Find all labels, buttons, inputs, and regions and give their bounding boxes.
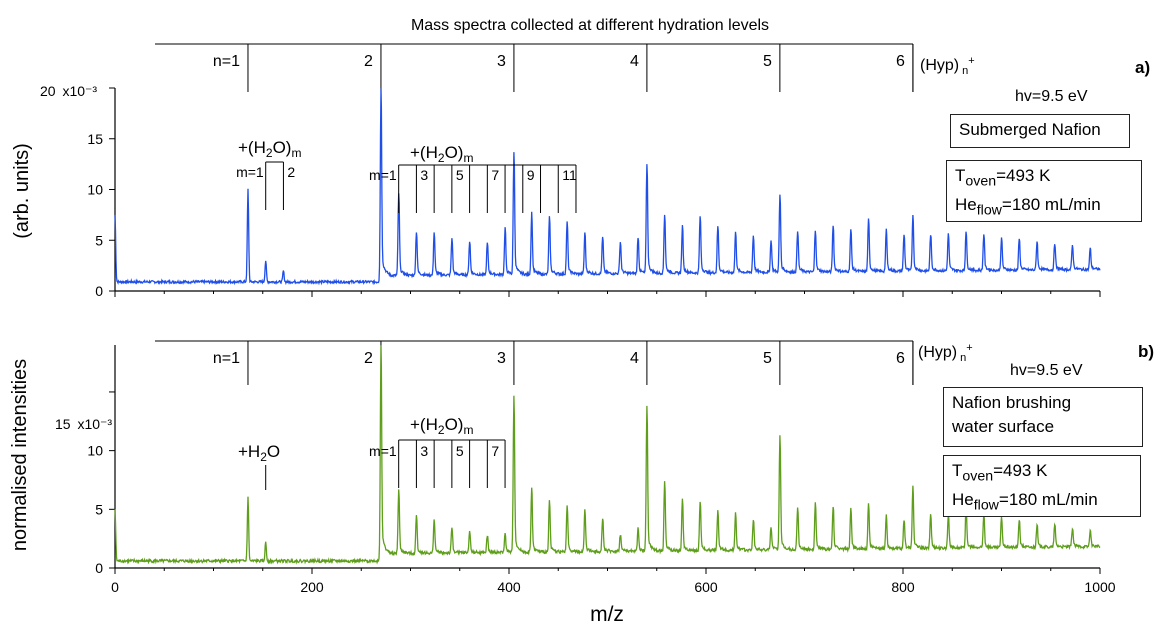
panel-a-water2-m: 3 xyxy=(420,167,428,183)
panel-a-water-label-1: +(H2O)m xyxy=(238,138,301,160)
hyp-sub: n xyxy=(957,352,966,364)
panel-a-cluster-label: n=1 xyxy=(213,53,240,70)
x-axis-label: m/z xyxy=(590,603,624,626)
panel-a-y-tick-label: 5 xyxy=(95,232,103,248)
panel-b-tag: b) xyxy=(1138,342,1154,361)
hyp-text: (Hyp) xyxy=(920,57,959,74)
panel-b-cluster-label: 5 xyxy=(763,350,772,367)
panel-b-y-top-tick: 15 xyxy=(55,416,71,432)
panel-b-cluster-label: n=1 xyxy=(213,350,240,367)
hyp-text: (Hyp) xyxy=(918,344,957,361)
panel-b-cluster-label: 2 xyxy=(364,350,373,367)
panel-a-water1-m: 2 xyxy=(287,164,295,180)
panel-b-y-scale-unit: x10⁻³ xyxy=(77,416,112,432)
panel-b-sample-text: Nafion brushing water surface xyxy=(952,393,1072,436)
panel-a-x-ticks xyxy=(114,291,1101,297)
x-tick-label: 200 xyxy=(300,579,324,595)
panel-a-y-scale-unit: x10⁻³ xyxy=(62,83,97,99)
panel-a-y-scale: 20 x10⁻³ xyxy=(40,83,97,99)
panel-b-y-ticks: 0 5 10 xyxy=(87,391,115,576)
panel-b-series-label: (Hyp) n+ xyxy=(918,342,973,364)
panel-a-he-flow: Heflow=180 mL/min xyxy=(955,195,1101,219)
panel-a-cluster-label: 4 xyxy=(630,53,639,70)
panel-b-t-oven: Toven=493 K xyxy=(952,461,1048,485)
panel-b-water-label-1: +H2O xyxy=(238,442,280,464)
panel-b: n=1 2 3 4 5 6 (Hyp) n+ b) hv=9.5 eV 0 5 10 0 200… xyxy=(9,340,1154,595)
panel-a-water2-m: 9 xyxy=(527,167,535,183)
panel-b-cluster-label: 4 xyxy=(630,350,639,367)
panel-b-hv: hv=9.5 eV xyxy=(1010,362,1083,379)
panel-a-water1-m: m=1 xyxy=(236,164,264,180)
panel-a-hv: hv=9.5 eV xyxy=(1015,88,1088,105)
panel-a-spectrum-line xyxy=(114,88,1101,286)
panel-a-tag: a) xyxy=(1135,58,1150,77)
panel-b-water-series-1: +H2O xyxy=(238,442,280,490)
panel-b-water2-m: m=1 xyxy=(369,443,397,459)
panel-b-water-label-2: +(H2O)m xyxy=(410,415,473,437)
panel-b-water-series-2: +(H2O)m m=1 3 5 7 xyxy=(369,415,506,488)
x-tick-label: 800 xyxy=(891,579,915,595)
panel-b-water2-m: 7 xyxy=(491,443,499,459)
panel-a-y-tick-label: 0 xyxy=(95,283,103,299)
panel-b-sample-box: Nafion brushing water surface xyxy=(943,387,1143,447)
panel-b-y-tick-label: 5 xyxy=(95,501,103,517)
panel-a-water2-m: 11 xyxy=(562,167,577,183)
panel-a-y-tick-label: 10 xyxy=(87,182,103,198)
x-tick-label: 0 xyxy=(111,579,119,595)
panel-a-cluster-ticks xyxy=(247,44,914,92)
x-tick-label: 1000 xyxy=(1084,579,1115,595)
panel-a-water-label-2: +(H2O)m xyxy=(410,143,473,165)
panel-b-water2-m: 3 xyxy=(420,443,428,459)
panel-a-water-series-2: +(H2O)m m=1 3 5 7 9 11 xyxy=(369,143,577,213)
panel-a-y-label: (arb. units) xyxy=(11,143,33,239)
panel-b-cluster-ticks xyxy=(247,341,914,385)
panel-b-y-tick-label: 0 xyxy=(95,560,103,576)
panel-a-cluster-label: 3 xyxy=(497,53,506,70)
panel-a-cluster-label: 5 xyxy=(763,53,772,70)
figure-title: Mass spectra collected at different hydr… xyxy=(411,17,769,34)
panel-a-cluster-label: 6 xyxy=(896,53,905,70)
panel-a-y-tick-label: 15 xyxy=(87,131,103,147)
panel-b-x-ticks: 0 200 400 600 800 1000 xyxy=(111,568,1116,595)
panel-b-spectrum-line xyxy=(114,345,1101,565)
panel-b-water2-m: 5 xyxy=(456,443,464,459)
panel-a-series-label: (Hyp) n+ xyxy=(920,55,975,77)
panel-a-y-top-tick: 20 xyxy=(40,83,56,99)
panel-a-t-oven: Toven=493 K xyxy=(955,166,1051,190)
panel-a-sample-box: Submerged Nafion xyxy=(950,114,1130,148)
x-tick-label: 600 xyxy=(694,579,718,595)
hyp-sub: n xyxy=(959,65,968,77)
hyp-sup: + xyxy=(968,55,974,67)
x-tick-label: 400 xyxy=(497,579,521,595)
panel-b-y-scale: 15 x10⁻³ xyxy=(55,416,112,432)
panel-b-cluster-label: 3 xyxy=(497,350,506,367)
panel-a-water-series-1: +(H2O)m m=1 2 xyxy=(236,138,301,210)
panel-a-y-ticks: 0 5 10 15 xyxy=(87,87,115,299)
panel-b-he-flow: Heflow=180 mL/min xyxy=(952,490,1098,514)
panel-b-y-tick-label: 10 xyxy=(87,443,103,459)
panel-a-water2-m: m=1 xyxy=(369,167,397,183)
panel-b-conditions-box: Toven=493 K Heflow=180 mL/min xyxy=(943,455,1141,517)
panel-b-cluster-labels: n=1 2 3 4 5 6 xyxy=(213,350,905,367)
panel-a-water2-m: 5 xyxy=(456,167,464,183)
panel-a-cluster-label: 2 xyxy=(364,53,373,70)
panel-a-conditions-box: Toven=493 K Heflow=180 mL/min xyxy=(946,160,1142,222)
panel-a-water2-m: 7 xyxy=(491,167,499,183)
panel-a-cluster-labels: n=1 2 3 4 5 6 xyxy=(213,53,905,70)
panel-b-y-label: normalised intensities xyxy=(9,359,31,551)
panel-b-cluster-label: 6 xyxy=(896,350,905,367)
panel-a-sample-text: Submerged Nafion xyxy=(959,120,1101,139)
hyp-sup: + xyxy=(966,342,972,354)
